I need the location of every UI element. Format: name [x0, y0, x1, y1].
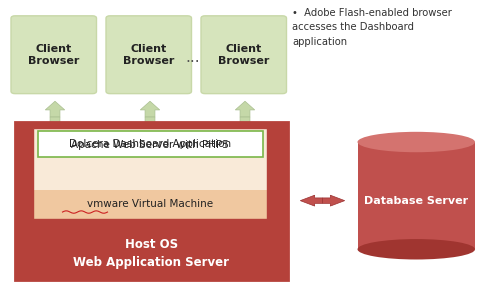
Text: Dolcera Dashboard Application: Dolcera Dashboard Application [69, 139, 231, 149]
FancyBboxPatch shape [201, 16, 286, 94]
Text: vmware Virtual Machine: vmware Virtual Machine [87, 199, 213, 209]
Polygon shape [140, 117, 160, 133]
FancyBboxPatch shape [32, 128, 268, 219]
Polygon shape [300, 195, 322, 206]
Text: ...: ... [185, 50, 200, 65]
Polygon shape [140, 101, 160, 117]
Text: Host OS
Web Application Server: Host OS Web Application Server [73, 238, 229, 269]
Polygon shape [236, 101, 255, 117]
Text: Database Server: Database Server [364, 196, 469, 206]
Text: Client
Browser: Client Browser [218, 44, 270, 66]
Text: Client
Browser: Client Browser [123, 44, 174, 66]
Text: •  Adobe Flash-enabled browser
accesses the Dashboard
application: • Adobe Flash-enabled browser accesses t… [292, 8, 452, 47]
FancyBboxPatch shape [38, 131, 262, 157]
Polygon shape [236, 117, 255, 133]
FancyBboxPatch shape [106, 16, 192, 94]
Bar [358, 142, 475, 249]
FancyBboxPatch shape [32, 190, 268, 219]
Text: Client
Browser: Client Browser [28, 44, 80, 66]
Polygon shape [45, 117, 65, 133]
FancyBboxPatch shape [11, 16, 96, 94]
Ellipse shape [358, 239, 475, 260]
Ellipse shape [358, 132, 475, 152]
Text: Apache Web Server with PHP5: Apache Web Server with PHP5 [71, 140, 229, 150]
Polygon shape [322, 195, 344, 206]
Polygon shape [45, 101, 65, 117]
FancyBboxPatch shape [15, 122, 287, 280]
